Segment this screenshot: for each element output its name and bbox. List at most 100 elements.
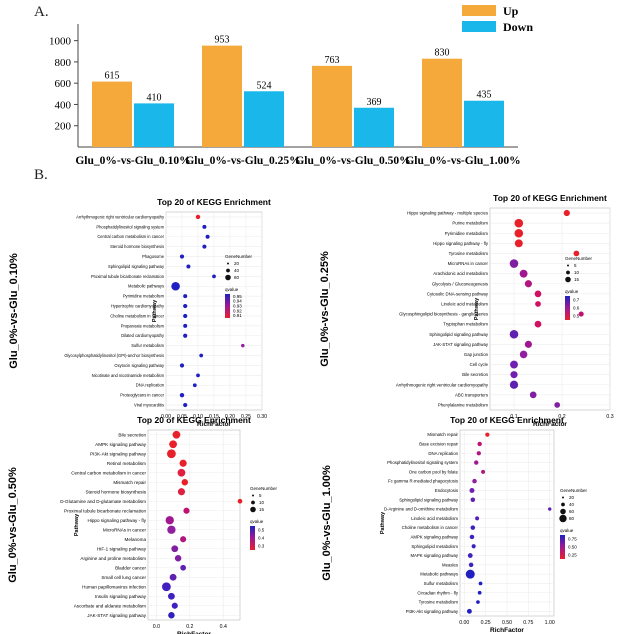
data-point xyxy=(524,280,532,288)
size-legend-dot xyxy=(561,502,565,507)
pathway-label: Sphingolipid signaling pathway xyxy=(108,264,165,269)
size-legend-label: 40 xyxy=(234,268,240,273)
data-point xyxy=(548,507,552,511)
data-point xyxy=(169,573,177,581)
y-tick-label: 200 xyxy=(55,121,72,133)
pathway-label: Fc gamma R-mediated phagocytosis xyxy=(388,479,458,484)
data-point xyxy=(472,478,477,484)
pathway-label: D-Glutamine and D-glutamate metabolism xyxy=(60,499,146,504)
category-label: Glu_0%-vs-Glu_1.00% xyxy=(405,155,520,167)
size-legend-label: 15 xyxy=(259,507,265,512)
side-label: Glu_0%-vs-Glu_0.25% xyxy=(319,251,331,367)
bar-up xyxy=(312,65,352,147)
data-point xyxy=(183,402,188,408)
pathway-label: Linoleic acid metabolism xyxy=(441,301,488,306)
data-point xyxy=(167,592,175,600)
x-axis-title: RichFactor xyxy=(533,421,567,428)
x-tick-label: 0.2 xyxy=(186,624,193,630)
data-point xyxy=(519,350,528,359)
data-point xyxy=(529,391,537,399)
data-point xyxy=(514,228,524,238)
data-point xyxy=(196,373,200,378)
size-legend-dot xyxy=(566,270,570,275)
data-point xyxy=(534,290,542,298)
kegg-title: Top 20 of KEGG Enrichment xyxy=(137,415,251,425)
pathway-label: Sphingolipid metabolism xyxy=(411,544,458,549)
pathway-label: Mismatch repair xyxy=(427,432,458,437)
kegg-plot-1.00: Top 20 of KEGG Enrichment 0.00 0.25 0.50 0.7… xyxy=(321,415,588,634)
pathway-label: Linoleic acid metabolism xyxy=(411,516,458,521)
data-point xyxy=(509,329,519,339)
data-label: 524 xyxy=(257,80,272,91)
color-legend-label: 0.92 xyxy=(233,308,242,313)
size-legend-title: GeneNumber xyxy=(225,254,253,259)
pathway-label: Pyrimidine metabolism xyxy=(123,294,165,299)
pathway-label: D-Arginine and D-ornithine metabolism xyxy=(384,507,458,512)
pathway-label: Phenylalanine metabolism xyxy=(438,402,489,407)
plot-area xyxy=(489,207,611,411)
data-label: 615 xyxy=(105,71,120,82)
data-point xyxy=(470,525,476,530)
data-point xyxy=(172,430,181,439)
data-point xyxy=(578,311,584,317)
size-legend-label: 40 xyxy=(569,502,575,507)
data-point xyxy=(470,497,476,503)
pathway-label: PI3K-Akt signaling pathway xyxy=(406,609,459,614)
data-point xyxy=(192,383,197,388)
data-point xyxy=(514,239,523,248)
data-label: 410 xyxy=(147,92,162,103)
data-point xyxy=(237,498,243,504)
pathway-label: Tyrosine metabolism xyxy=(449,251,489,256)
data-point xyxy=(162,582,171,592)
size-legend-dot xyxy=(225,274,231,281)
size-legend-dot xyxy=(251,500,255,505)
color-legend-title: qvalue xyxy=(560,528,574,533)
panel-b-label: B. xyxy=(34,167,48,183)
data-point xyxy=(177,488,186,496)
pathway-label: Tryptophan metabolism xyxy=(443,322,488,327)
pathway-label: Pyrimidine metabolism xyxy=(445,231,489,236)
pathway-label: MAPK signaling pathway xyxy=(410,553,458,558)
color-legend-bar xyxy=(250,526,255,550)
pathway-label: Choline metabolism in cancer xyxy=(110,313,164,318)
data-point xyxy=(534,320,542,328)
color-legend-label: 0.5 xyxy=(573,314,580,319)
pathway-label: Bile secretion xyxy=(462,372,488,377)
data-point xyxy=(475,516,480,521)
data-point xyxy=(202,244,207,249)
y-tick-label: 800 xyxy=(55,57,72,69)
pathway-label: Purine metabolism xyxy=(452,221,488,226)
x-tick-label: 0.25 xyxy=(481,620,491,626)
x-tick-label: 1.00 xyxy=(545,620,555,626)
bar-up xyxy=(92,81,132,147)
data-point xyxy=(181,478,189,486)
pathway-label: Ascorbate and aldarate metabolism xyxy=(74,603,146,608)
pathway-label: Steroid hormone biosynthesis xyxy=(110,244,164,249)
data-point xyxy=(177,468,186,477)
x-tick-label: 0.10 xyxy=(193,414,203,420)
side-label: Glu_0%-vs-Glu_0.10% xyxy=(8,253,20,369)
pathway-label: Endocytosis xyxy=(435,488,458,493)
data-point xyxy=(471,544,476,549)
pathway-label: Tyrosine metabolism xyxy=(419,600,459,605)
legend-label: Up xyxy=(503,4,519,18)
pathway-label: MicroRNAs in cancer xyxy=(103,527,147,532)
data-point xyxy=(171,545,179,553)
data-point xyxy=(168,611,175,619)
pathway-label: Proximal tubule bicarbonate reclamation xyxy=(64,508,146,513)
kegg-plot-0.50: Top 20 of KEGG Enrichment 0.0 0.2 0.4 Bile s… xyxy=(7,415,278,634)
data-point xyxy=(468,562,474,568)
data-point xyxy=(469,487,475,493)
data-point xyxy=(167,525,176,534)
x-tick-label: 0.50 xyxy=(502,620,512,626)
data-point xyxy=(509,380,519,389)
data-point xyxy=(241,343,245,348)
category-label: Glu_0%-vs-Glu_0.25% xyxy=(185,155,300,167)
pathway-label: Phagosome xyxy=(142,254,165,259)
pathway-label: AMPK signaling pathway xyxy=(95,442,147,447)
data-point xyxy=(183,294,188,299)
color-legend-label: 0.50 xyxy=(568,545,577,550)
color-legend-label: 0.95 xyxy=(233,294,242,299)
size-legend-title: GeneNumber xyxy=(560,488,588,493)
